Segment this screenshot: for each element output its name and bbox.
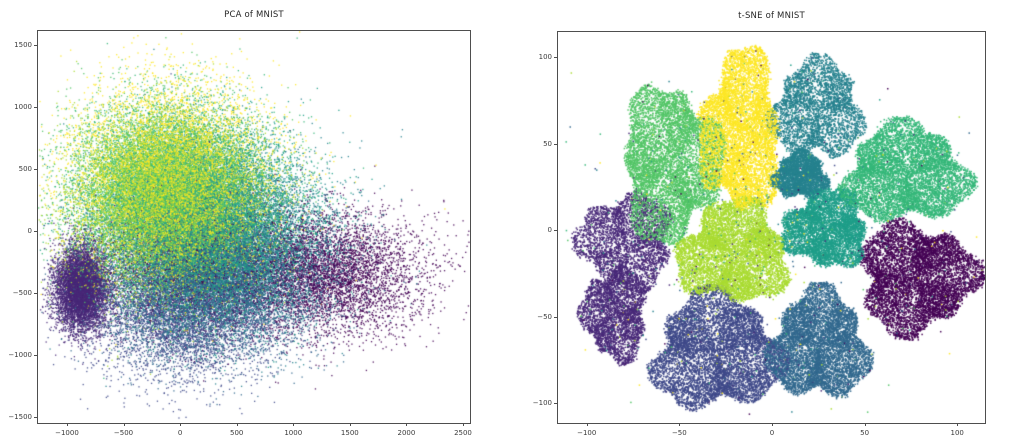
y-tick-label: 1500 (14, 41, 32, 49)
y-tick-label: 500 (18, 165, 32, 174)
x-tick-mark (293, 423, 295, 426)
x-tick-label: −1000 (55, 429, 79, 437)
x-tick-mark (957, 423, 959, 426)
y-tick-mark (34, 107, 37, 109)
x-tick-mark (349, 423, 351, 426)
y-tick-label: 0 (547, 226, 552, 235)
x-tick-mark (864, 423, 866, 426)
pca-scatter-canvas (38, 31, 470, 423)
y-tick-label: 0 (27, 227, 32, 236)
x-tick-mark (66, 423, 68, 426)
x-tick-label: 100 (950, 429, 964, 437)
pca-subplot: PCA of MNIST −1000 −500 0 500 1000 1500 2000 25… (8, 10, 472, 437)
y-tick-mark (554, 316, 557, 318)
x-tick-label: −50 (671, 429, 687, 437)
y-tick-label: 1000 (14, 103, 32, 112)
y-tick-mark (554, 403, 557, 405)
x-tick-label: 2500 (454, 429, 472, 437)
y-tick-label: −1000 (8, 351, 32, 360)
tsne-scatter-canvas (558, 32, 985, 423)
x-tick-label: 50 (860, 429, 870, 437)
y-tick-mark (34, 417, 37, 419)
x-tick-mark (771, 423, 773, 426)
y-tick-label: −100 (532, 399, 552, 408)
x-tick-label: −100 (577, 429, 597, 437)
x-tick-mark (679, 423, 681, 426)
y-tick-label: −50 (537, 312, 552, 321)
y-tick-label: −500 (12, 289, 32, 298)
x-tick-mark (406, 423, 408, 426)
x-tick-mark (462, 423, 464, 426)
x-tick-mark (123, 423, 125, 426)
y-tick-mark (34, 169, 37, 171)
y-tick-label: 50 (543, 139, 552, 148)
x-tick-label: 0 (177, 429, 183, 437)
x-tick-label: 2000 (397, 429, 416, 437)
pca-title: PCA of MNIST (224, 10, 284, 20)
x-tick-mark (236, 423, 238, 426)
y-tick-mark (34, 45, 37, 46)
x-tick-mark (586, 423, 588, 426)
x-tick-label: 0 (769, 429, 775, 437)
x-tick-mark (180, 423, 182, 426)
y-tick-mark (34, 231, 37, 233)
x-tick-label: 1000 (284, 429, 303, 437)
y-tick-mark (554, 230, 557, 232)
y-tick-label: −1500 (8, 413, 32, 422)
y-tick-mark (34, 355, 37, 357)
y-tick-label: 100 (538, 53, 552, 62)
x-tick-label: −500 (113, 429, 134, 437)
y-tick-mark (34, 293, 37, 295)
tsne-subplot: t-SNE of MNIST −100 −50 0 50 100 −100 −50 0 50 10… (512, 0, 1024, 446)
y-tick-mark (554, 57, 557, 59)
tsne-title: t-SNE of MNIST (738, 11, 805, 21)
y-tick-mark (554, 143, 557, 145)
x-tick-label: 500 (230, 429, 244, 437)
x-tick-label: 1500 (340, 429, 359, 437)
